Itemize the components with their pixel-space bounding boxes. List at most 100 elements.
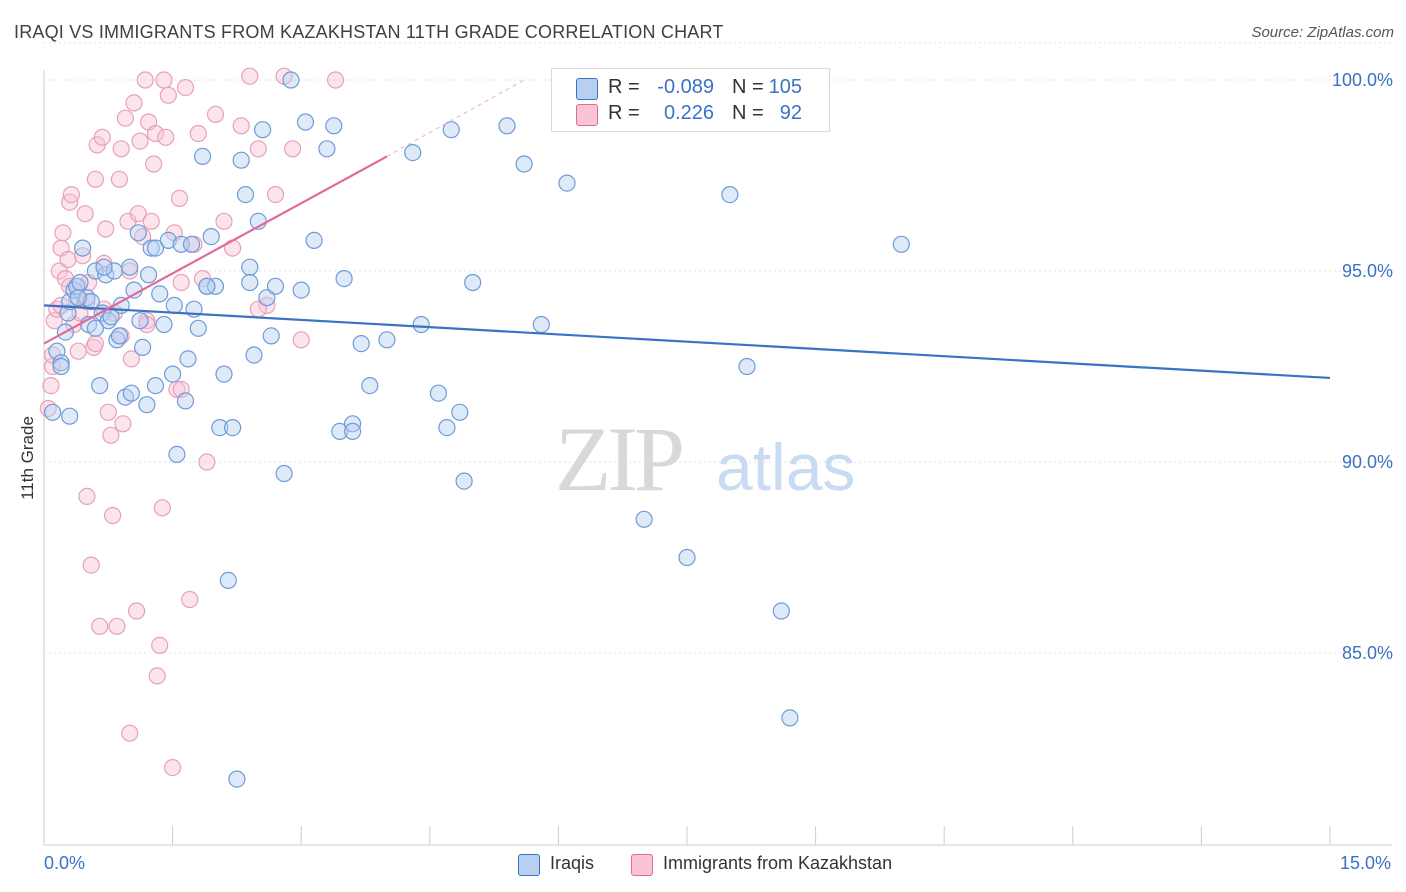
iraqi-point bbox=[296, 113, 315, 131]
kazakhstan-point bbox=[103, 506, 122, 525]
kazakhstan-point bbox=[99, 403, 117, 421]
iraqi-point bbox=[245, 346, 263, 364]
legend-label-iraqis: Iraqis bbox=[550, 853, 595, 873]
iraqi-point bbox=[164, 365, 182, 383]
kazakhstan-point bbox=[91, 617, 109, 635]
kazakhstan-point bbox=[42, 377, 60, 395]
iraqi-point bbox=[61, 407, 79, 425]
iraqi-point bbox=[211, 419, 229, 437]
iraqi-point bbox=[179, 350, 197, 368]
iraqi-point bbox=[678, 548, 696, 567]
iraqi-point bbox=[168, 445, 186, 463]
source-credit: Source: ZipAtlas.com bbox=[1251, 24, 1394, 41]
iraqis-trend-line bbox=[43, 304, 1331, 380]
kazakhstan-point bbox=[54, 224, 72, 242]
iraqi-point bbox=[224, 419, 242, 437]
legend-n-label: N = bbox=[732, 102, 764, 124]
kazakhstan-point bbox=[145, 155, 163, 173]
legend-swatch-blue bbox=[576, 78, 598, 100]
kazakhstan-point bbox=[172, 273, 190, 292]
iraqi-point bbox=[52, 357, 70, 376]
legend-row-kazakhstan: R = 0.226 N = 92 bbox=[552, 101, 829, 127]
iraqi-point bbox=[292, 281, 310, 299]
axes bbox=[43, 70, 1392, 846]
legend-swatch-blue bbox=[518, 854, 540, 876]
trend-lines bbox=[43, 79, 1331, 380]
iraqi-point bbox=[464, 273, 482, 292]
kazakhstan-point bbox=[148, 667, 166, 685]
iraqi-point bbox=[86, 319, 105, 337]
kazakhstan-point bbox=[59, 250, 77, 269]
iraqi-point bbox=[121, 258, 139, 276]
iraqi-point bbox=[352, 335, 370, 353]
iraqi-point bbox=[361, 377, 379, 395]
iraqi-point bbox=[215, 365, 233, 383]
iraqi-point bbox=[241, 273, 259, 292]
iraqi-point bbox=[241, 258, 259, 276]
iraqi-point bbox=[325, 117, 343, 135]
iraqi-point bbox=[194, 147, 212, 165]
iraqi-point bbox=[43, 403, 62, 421]
iraqi-point bbox=[429, 384, 447, 402]
iraqi-point bbox=[142, 239, 160, 257]
legend-r-value: 0.226 bbox=[663, 102, 714, 124]
iraqi-point bbox=[236, 186, 255, 204]
kazakhstan-point bbox=[78, 293, 96, 311]
iraqi-point bbox=[721, 186, 739, 204]
kazakhstan-trend-extension bbox=[386, 79, 525, 157]
iraqi-point bbox=[122, 384, 140, 402]
kazakhstan-point bbox=[125, 94, 143, 112]
kazakhstan-trend-line bbox=[43, 155, 388, 345]
kazakhstan-point bbox=[129, 205, 147, 223]
kazakhstan-point bbox=[93, 128, 111, 146]
kazakhstan-point bbox=[112, 140, 130, 158]
iraqi-point bbox=[206, 277, 225, 295]
kazakhstan-point bbox=[151, 636, 169, 655]
iraqi-point bbox=[442, 121, 460, 139]
legend-r-value: -0.089 bbox=[657, 76, 714, 98]
iraqi-point bbox=[182, 235, 201, 253]
kazakhstan-point bbox=[136, 71, 154, 89]
watermark-zip: ZIP bbox=[555, 408, 682, 510]
y-tick-label: 90.0% bbox=[1342, 452, 1393, 472]
kazakhstan-point bbox=[108, 617, 126, 635]
kazakhstan-point bbox=[176, 78, 195, 97]
kazakhstan-point bbox=[198, 453, 216, 471]
iraqi-point bbox=[438, 419, 456, 437]
iraqi-point bbox=[52, 354, 70, 372]
iraqi-point bbox=[258, 289, 276, 307]
iraqi-point bbox=[69, 289, 87, 307]
kazakhstan-point bbox=[110, 170, 129, 188]
kazakhstan-point bbox=[159, 86, 177, 104]
iraqi-point bbox=[86, 262, 105, 280]
iraqi-point bbox=[159, 231, 177, 249]
kazakhstan-point bbox=[215, 212, 233, 230]
iraqi-point bbox=[892, 235, 910, 253]
kazakhstan-point bbox=[170, 189, 189, 207]
iraqi-point bbox=[176, 392, 195, 410]
iraqi-point bbox=[73, 239, 92, 257]
legend-n-value: 92 bbox=[779, 102, 802, 124]
iraqi-point bbox=[498, 117, 516, 135]
legend-r-label: R = bbox=[608, 102, 640, 124]
iraqi-point bbox=[451, 403, 469, 421]
iraqi-point bbox=[772, 602, 790, 620]
iraqi-point bbox=[71, 273, 89, 292]
iraqi-point bbox=[146, 239, 165, 257]
iraqi-point bbox=[275, 464, 293, 483]
gridlines bbox=[44, 42, 1392, 654]
iraqi-point bbox=[219, 571, 237, 590]
kazakhstan-point bbox=[86, 335, 105, 353]
iraqi-point bbox=[318, 140, 336, 158]
kazakhstan-point bbox=[157, 128, 175, 146]
x-axis-min-label: 0.0% bbox=[44, 853, 86, 873]
iraqi-point bbox=[95, 258, 113, 276]
kazakhstan-point bbox=[122, 350, 140, 368]
legend-swatch-pink bbox=[631, 854, 653, 876]
iraqi-point bbox=[189, 319, 207, 337]
legend-n-value: 105 bbox=[768, 76, 802, 98]
iraqi-point bbox=[134, 338, 152, 356]
kazakhstan-point bbox=[138, 312, 156, 330]
x-axis-max-label: 15.0% bbox=[1340, 853, 1392, 873]
